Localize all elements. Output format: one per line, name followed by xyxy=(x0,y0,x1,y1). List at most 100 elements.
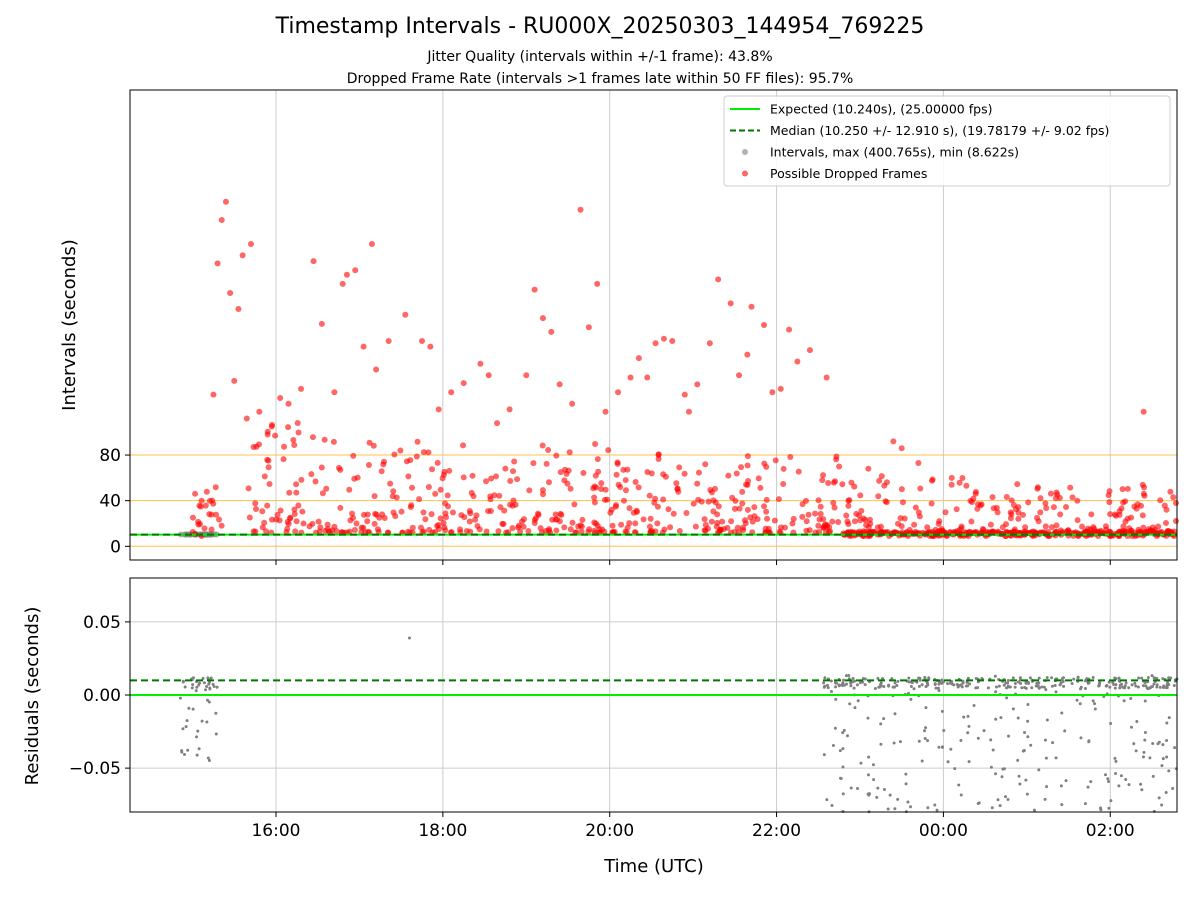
dropped-frame-point xyxy=(591,519,598,526)
dropped-frame-point xyxy=(846,497,853,504)
dropped-frame-point xyxy=(261,473,268,480)
dropped-frame-point xyxy=(640,516,647,523)
residual-point xyxy=(207,759,211,763)
dropped-frame-point xyxy=(843,512,850,519)
dropped-frame-point xyxy=(820,524,827,531)
residual-point xyxy=(212,684,216,688)
dropped-frame-point xyxy=(863,522,870,529)
dropped-frame-point xyxy=(408,502,415,509)
dropped-frame-point xyxy=(618,521,625,528)
dropped-frame-point xyxy=(924,524,931,531)
dropped-frame-point xyxy=(239,252,246,259)
dropped-frame-point xyxy=(660,496,667,503)
dropped-frame-point xyxy=(539,442,546,449)
dropped-frame-point xyxy=(1162,519,1169,526)
dropped-frame-point xyxy=(620,497,627,504)
residual-point xyxy=(1062,684,1066,688)
residual-point xyxy=(873,687,877,691)
dropped-frame-point xyxy=(392,513,399,520)
dropped-frame-point xyxy=(845,521,852,528)
residual-point xyxy=(838,776,842,780)
residual-point xyxy=(999,716,1003,720)
residual-point xyxy=(1024,681,1028,685)
dropped-frame-point xyxy=(266,480,273,487)
dropped-frame-point xyxy=(300,520,307,527)
dropped-frame-point xyxy=(894,520,901,527)
dropped-frame-point xyxy=(897,515,904,522)
dropped-frame-point xyxy=(565,467,572,474)
dropped-frame-point xyxy=(378,468,385,475)
dropped-frame-point xyxy=(252,528,259,535)
residual-point xyxy=(1083,802,1087,806)
residual-point xyxy=(181,727,185,731)
residual-point xyxy=(1002,683,1006,687)
residual-point xyxy=(1161,743,1165,747)
dropped-frame-point xyxy=(817,510,824,517)
residual-point xyxy=(907,680,911,684)
dropped-frame-point xyxy=(748,303,755,310)
residual-point xyxy=(917,676,921,680)
residual-point xyxy=(835,681,839,685)
residual-point xyxy=(1092,702,1096,706)
residual-point xyxy=(893,807,897,811)
dropped-frame-point xyxy=(535,510,542,517)
dropped-frame-point xyxy=(1053,489,1060,496)
dropped-frame-point xyxy=(552,511,559,518)
residual-point xyxy=(1143,730,1147,734)
residual-point xyxy=(1161,677,1165,681)
residual-point xyxy=(1060,711,1064,715)
residual-point xyxy=(1157,740,1161,744)
dropped-frame-point xyxy=(806,527,813,534)
dropped-frame-point xyxy=(293,481,300,488)
residual-point xyxy=(993,674,997,678)
dropped-frame-point xyxy=(644,468,651,475)
dropped-frame-point xyxy=(189,528,196,535)
dropped-frame-point xyxy=(264,456,271,463)
residual-point xyxy=(966,714,970,718)
dropped-frame-point xyxy=(595,468,602,475)
dropped-frame-point xyxy=(865,465,872,472)
dropped-frame-point xyxy=(539,315,546,322)
residual-point xyxy=(823,676,827,680)
dropped-frame-point xyxy=(366,439,373,446)
dropped-frame-point xyxy=(585,324,592,331)
dropped-frame-point xyxy=(420,449,427,456)
dropped-frame-point xyxy=(295,429,302,436)
dropped-frame-point xyxy=(848,479,855,486)
dropped-frame-point xyxy=(963,482,970,489)
residual-point xyxy=(842,678,846,682)
dropped-frame-point xyxy=(1173,517,1180,524)
dropped-frame-point xyxy=(312,478,319,485)
dropped-frame-point xyxy=(413,453,420,460)
residual-point xyxy=(1018,782,1022,786)
dropped-frame-point xyxy=(635,355,642,362)
residual-point xyxy=(1114,771,1118,775)
dropped-frame-point xyxy=(375,528,382,535)
residual-point xyxy=(1165,755,1169,759)
dropped-frame-point xyxy=(806,347,813,354)
residual-point xyxy=(847,673,851,677)
dropped-frame-point xyxy=(772,457,779,464)
dropped-frame-point xyxy=(189,514,196,521)
dropped-frame-point xyxy=(206,497,213,504)
dropped-frame-point xyxy=(862,517,869,524)
residual-point xyxy=(202,681,206,685)
dropped-frame-point xyxy=(882,498,889,505)
dropped-frame-point xyxy=(569,519,576,526)
residual-point xyxy=(927,676,931,680)
residual-point xyxy=(1093,707,1097,711)
dropped-frame-point xyxy=(799,501,806,508)
residual-point xyxy=(195,753,199,757)
residual-point xyxy=(1144,684,1148,688)
residual-point xyxy=(937,682,941,686)
residual-point xyxy=(856,699,860,703)
residual-point xyxy=(1097,684,1101,688)
dropped-frame-point xyxy=(318,320,325,327)
dropped-frame-point xyxy=(646,492,653,499)
y-tick-label: 80 xyxy=(99,446,121,466)
residual-point xyxy=(904,772,908,776)
residual-point xyxy=(1164,791,1168,795)
dropped-frame-point xyxy=(512,501,519,508)
dropped-frame-point xyxy=(405,473,412,480)
dropped-frame-point xyxy=(580,469,587,476)
